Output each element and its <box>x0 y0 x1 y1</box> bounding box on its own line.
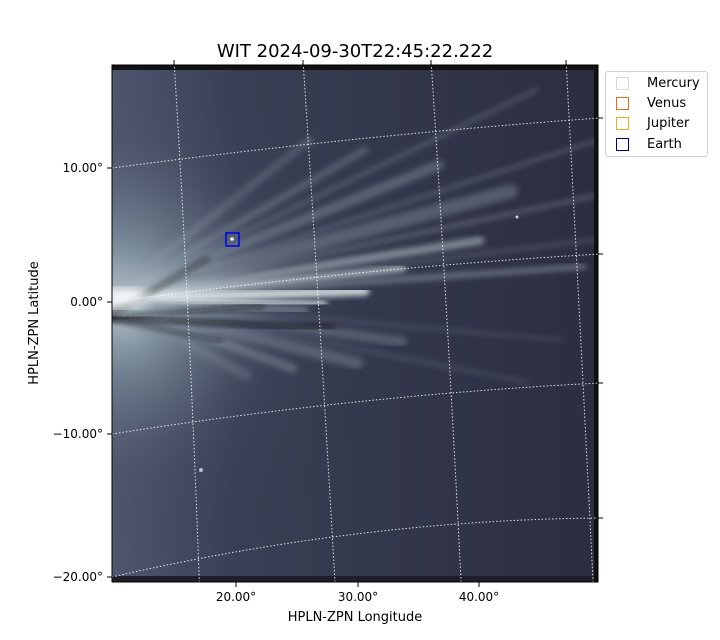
x-tick-label: 40.00° <box>459 590 499 604</box>
legend-item-earth: Earth <box>616 134 682 154</box>
coronal-streak <box>112 160 444 303</box>
plot-area <box>112 65 598 582</box>
legend-label: Venus <box>647 95 687 111</box>
bottom-image-edge <box>112 576 598 582</box>
coronal-streak <box>112 194 596 301</box>
y-tick-label: −20.00° <box>53 570 103 584</box>
earth-point <box>230 237 234 241</box>
right-axis-ticks <box>598 117 603 519</box>
y-axis-label: HPLN-ZPN Latitude <box>27 261 42 384</box>
legend-swatch <box>616 137 629 151</box>
coronal-streaks <box>112 87 598 384</box>
x-tick-label: 30.00° <box>338 590 378 604</box>
right-image-edge <box>594 65 598 582</box>
dark-lane <box>112 303 265 320</box>
coronal-streak <box>112 236 485 303</box>
coordinate-grid <box>112 65 598 582</box>
star <box>199 468 203 472</box>
earth-marker <box>225 232 240 247</box>
y-tick-label: −10.00° <box>53 427 103 441</box>
y-tick-label: 10.00° <box>63 161 103 175</box>
legend-item-jupiter: Jupiter <box>616 113 689 133</box>
chart-title: WIT 2024-09-30T22:45:22.222 <box>217 41 493 62</box>
grid-line <box>112 253 598 303</box>
x-axis-label: HPLN-ZPN Longitude <box>288 610 423 625</box>
y-axis: 10.00° 0.00° −10.00° −20.00° HPLN-ZPN La… <box>27 161 112 584</box>
legend-swatch <box>616 96 629 110</box>
coronal-streak <box>112 87 539 299</box>
coronal-streak <box>112 295 364 369</box>
dark-lane <box>112 255 211 317</box>
coronal-streak <box>112 299 565 342</box>
x-tick-label: 20.00° <box>216 590 256 604</box>
top-image-edge <box>112 65 598 70</box>
dark-lane <box>112 315 335 331</box>
grid-line <box>112 117 598 169</box>
y-tick-label: 0.00° <box>70 295 103 309</box>
grid-line <box>112 517 598 578</box>
top-axis-ticks <box>173 60 567 65</box>
coronal-streak <box>112 146 369 300</box>
legend-label: Jupiter <box>647 115 690 131</box>
legend-swatch <box>616 116 629 130</box>
legend-item-venus: Venus <box>616 93 686 113</box>
coronal-streak <box>112 298 252 381</box>
plot-frame <box>111 64 599 583</box>
legend-label: Mercury <box>647 75 700 91</box>
coronal-streak <box>112 135 314 300</box>
coronal-streak <box>112 184 518 306</box>
earth-square <box>225 232 240 247</box>
grid-line <box>112 382 598 435</box>
legend-label: Earth <box>647 136 682 152</box>
bright-core <box>112 288 148 308</box>
dark-lane <box>112 317 224 343</box>
star <box>515 215 519 219</box>
legend: Mercury Venus Jupiter Earth <box>605 71 708 157</box>
x-axis: 20.00° 30.00° 40.00° HPLN-ZPN Longitude <box>216 582 499 625</box>
legend-item-mercury: Mercury <box>616 73 700 93</box>
legend-swatch <box>616 76 629 90</box>
coronal-streak <box>112 238 598 301</box>
